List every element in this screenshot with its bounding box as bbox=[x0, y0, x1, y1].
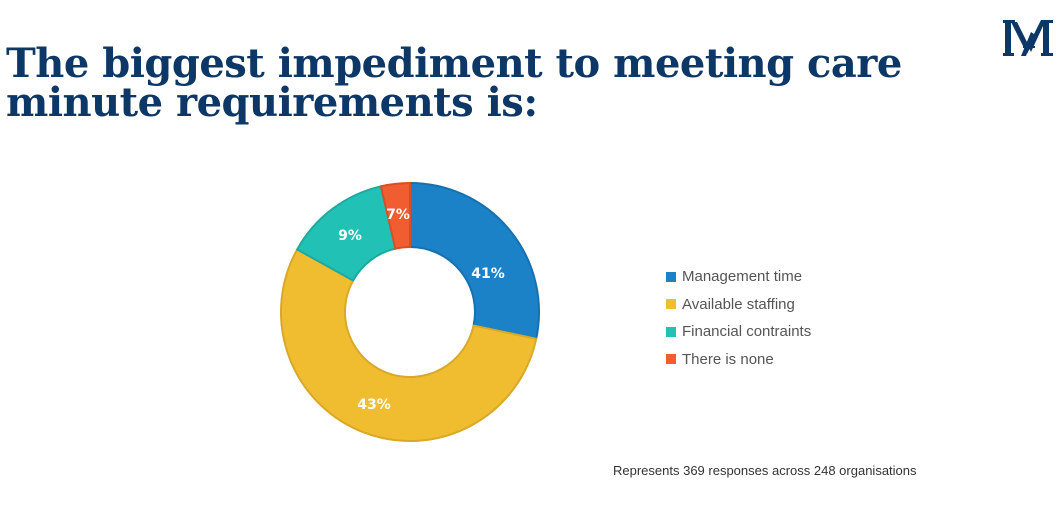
legend-label: There is none bbox=[682, 350, 774, 368]
page-title: The biggest impediment to meeting care m… bbox=[6, 44, 902, 123]
slice-label-9: 9% bbox=[338, 228, 362, 244]
legend-swatch-icon bbox=[666, 326, 676, 337]
title-line-1: The biggest impediment to meeting care bbox=[6, 40, 902, 87]
slice-label-43: 43% bbox=[357, 397, 391, 413]
slice-label-7: 7% bbox=[386, 207, 410, 223]
title-line-2: minute requirements is: bbox=[6, 79, 538, 126]
chart-legend: Management time Available staffing Finan… bbox=[666, 263, 811, 373]
legend-label: Available staffing bbox=[682, 295, 795, 313]
slice-label-41: 41% bbox=[471, 266, 505, 282]
donut-chart: 41% 43% 9% 7% bbox=[278, 180, 542, 444]
slice-there-is-none[interactable] bbox=[379, 181, 411, 250]
legend-swatch-icon bbox=[666, 299, 676, 310]
slice-available-staffing[interactable] bbox=[280, 248, 538, 442]
responses-footnote: Represents 369 responses across 248 orga… bbox=[613, 463, 917, 478]
legend-item-financial-contraints[interactable]: Financial contraints bbox=[666, 318, 811, 346]
legend-item-management-time[interactable]: Management time bbox=[666, 263, 811, 291]
monogram-logo-icon bbox=[1003, 18, 1053, 60]
legend-item-there-is-none[interactable]: There is none bbox=[666, 346, 811, 374]
slice-management-time[interactable] bbox=[409, 181, 540, 341]
legend-swatch-icon bbox=[666, 271, 676, 282]
legend-label: Financial contraints bbox=[682, 323, 812, 341]
legend-label: Management time bbox=[682, 268, 803, 286]
legend-swatch-icon bbox=[666, 354, 676, 365]
legend-item-available-staffing[interactable]: Available staffing bbox=[666, 291, 811, 319]
